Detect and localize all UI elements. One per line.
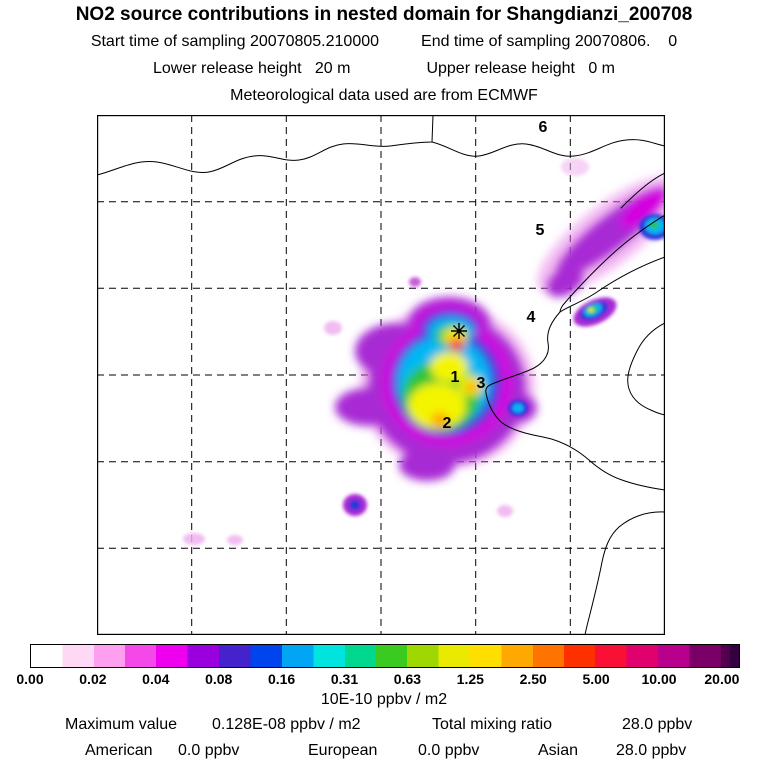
figure-title: NO2 source contributions in nested domai…	[75, 4, 693, 25]
colorbar-segment	[344, 645, 408, 667]
colorbar-tick-label: 0.63	[393, 671, 422, 687]
border-line-northwest	[97, 115, 434, 176]
coastline-korea-west	[627, 322, 665, 416]
region-label-1: 1	[451, 369, 460, 386]
plume-blob	[512, 403, 524, 413]
colorbar-unit-label: 10E-10 ppbv / m2	[320, 691, 448, 708]
colorbar	[30, 644, 740, 668]
coastline-liaodong-west	[559, 256, 665, 313]
map-labels: 6 5 4 31 2	[443, 119, 548, 432]
met-data-line: Meteorological data used are from ECMWF	[0, 87, 768, 105]
coastline-shandong-south	[584, 511, 665, 635]
plume-blob	[465, 381, 479, 393]
coastlines	[97, 115, 665, 635]
colorbar-segment	[407, 645, 470, 667]
max-value-text: 0.128E-08 ppbv / m2	[212, 716, 361, 733]
region-asian-value: 28.0 ppbv	[616, 742, 687, 759]
colorbar-segment	[469, 645, 533, 667]
plume-blob	[497, 505, 513, 517]
colorbar-tick-label: 2.50	[519, 671, 547, 687]
colorbar-tick-label: 0.08	[205, 671, 233, 687]
mixing-ratio-label: Total mixing ratio	[432, 716, 553, 733]
colorbar-tick-label: 0.02	[79, 671, 107, 687]
colorbar-tick-label: 0.00	[16, 671, 44, 687]
lower-release-text: Lower release height 20 m	[153, 60, 351, 77]
plume-blob	[619, 189, 664, 229]
region-american-value: 0.0 ppbv	[178, 742, 240, 759]
region-contributions-line: American 0.0 ppbv European 0.0 ppbv Asia…	[0, 742, 768, 760]
plume-blob	[324, 321, 342, 335]
plume-blob	[399, 449, 455, 481]
map-border	[97, 115, 665, 635]
plume-layer	[183, 158, 664, 545]
plume-blob	[349, 499, 361, 511]
region-european-value: 0.0 ppbv	[418, 742, 480, 759]
colorbar-segment	[720, 645, 739, 667]
plume-blob	[430, 352, 468, 382]
region-label-5: 5	[536, 222, 545, 239]
region-european-label: European	[308, 742, 378, 759]
map-plot: 6 5 4 31 2	[97, 115, 665, 635]
plume-blob	[408, 383, 466, 429]
start-time-text: Start time of sampling 20070805.210000	[90, 33, 380, 50]
colorbar-tick-label: 20.00	[704, 671, 740, 687]
plume-blob	[409, 277, 421, 287]
plume-blob	[431, 413, 449, 427]
colorbar-segment	[219, 645, 282, 667]
colorbar-segment	[93, 645, 157, 667]
colorbar-tick-label: 0.04	[142, 671, 170, 687]
region-label-2: 2	[443, 415, 452, 432]
plume-blob	[183, 533, 205, 545]
plume-blob	[227, 535, 243, 545]
region-american-label: American	[85, 742, 153, 759]
colorbar-tick-label: 0.31	[330, 671, 359, 687]
region-asian-label: Asian	[538, 742, 579, 759]
release-height-line: Lower release height 20 m Upper release …	[0, 60, 768, 78]
sampling-time-line: Start time of sampling 20070805.210000 E…	[0, 33, 768, 51]
colorbar-tick-label: 10.00	[641, 671, 677, 687]
plume-blob	[450, 340, 464, 352]
plume-blob	[561, 158, 589, 176]
receptor-star-marker	[451, 323, 467, 339]
border-line-northeast	[620, 172, 665, 209]
colorbar-tick-label: 1.25	[456, 671, 484, 687]
met-data-text: Meteorological data used are from ECMWF	[230, 87, 538, 104]
colorbar-segment	[595, 645, 659, 667]
coastline-bohai-bay	[485, 311, 665, 491]
upper-release-text: Upper release height 0 m	[426, 60, 615, 77]
region-label-6: 6	[539, 119, 548, 136]
region-label-3: 3	[477, 375, 486, 392]
colorbar-segment	[156, 645, 220, 667]
border-line-north	[431, 139, 665, 157]
colorbar-segment	[281, 645, 345, 667]
colorbar-tick-label: 0.16	[267, 671, 296, 687]
max-value-label: Maximum value	[65, 716, 178, 733]
coastline-liaodong-east	[559, 214, 665, 313]
plume-blob	[649, 221, 659, 229]
region-label-4: 4	[527, 309, 536, 326]
colorbar-tick-label: 5.00	[582, 671, 610, 687]
end-time-text: End time of sampling 20070806. 0	[421, 33, 678, 50]
colorbar-segment	[658, 645, 721, 667]
mixing-ratio-value: 28.0 ppbv	[622, 716, 693, 733]
plume-blob	[588, 308, 594, 312]
colorbar-ticks: 0.00 0.02 0.04 0.08 0.16 0.31 0.63 1.25 2.50 5.00…	[16, 671, 740, 688]
plume-blob	[546, 266, 584, 298]
colorbar-segment	[31, 645, 94, 667]
colorbar-segment	[532, 645, 596, 667]
summary-line: Maximum value 0.128E-08 ppbv / m2 Total …	[0, 716, 768, 734]
